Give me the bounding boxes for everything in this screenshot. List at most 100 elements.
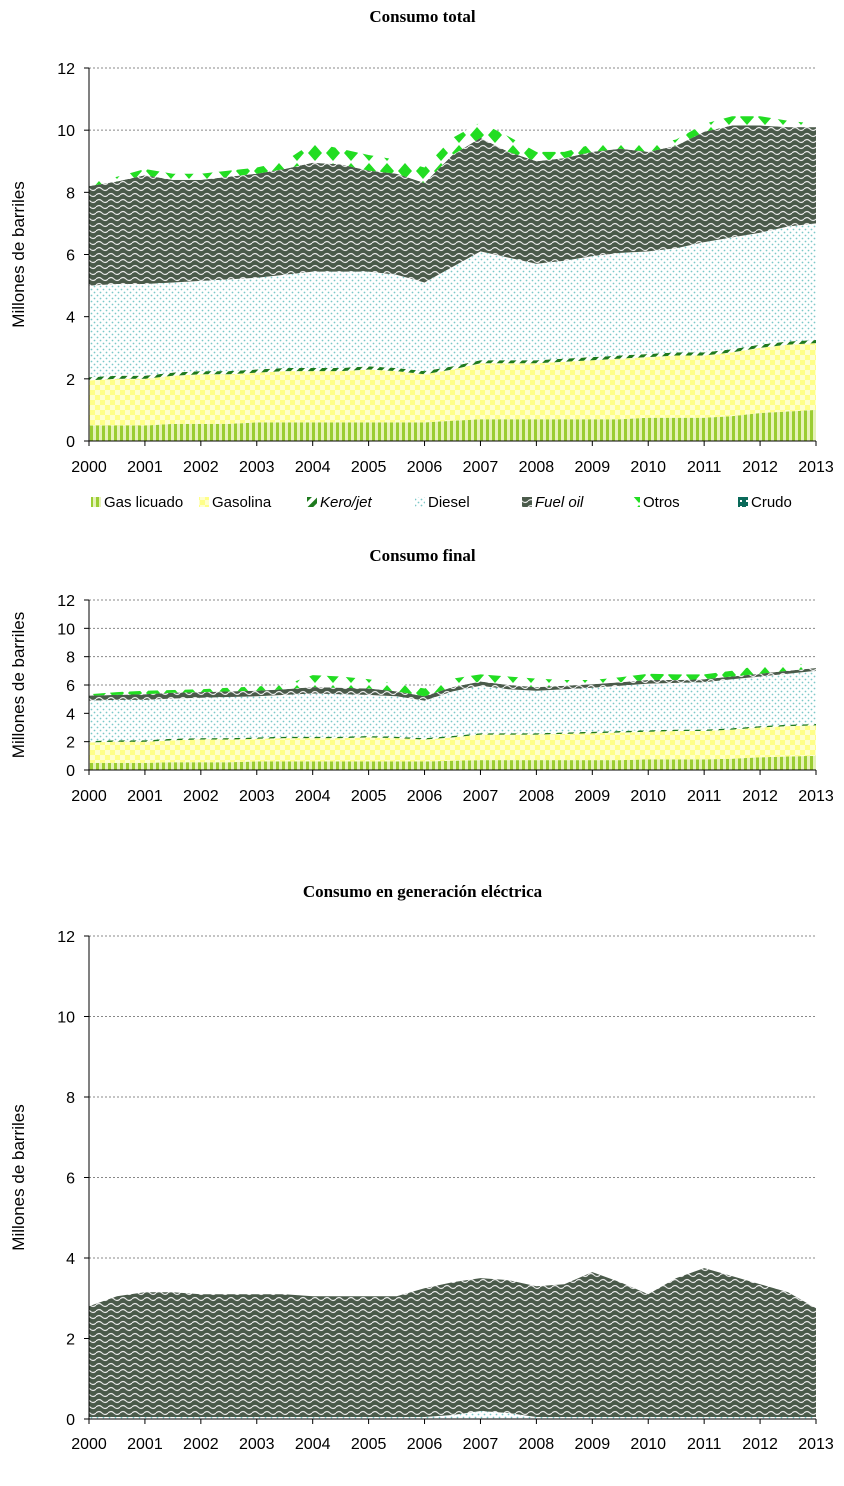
area-series-otros <box>89 116 816 187</box>
diagonal-swatch-icon <box>307 497 317 507</box>
x-tick-label: 2007 <box>463 788 499 805</box>
grid-swatch-icon <box>738 497 748 507</box>
x-tick-label: 2003 <box>239 788 275 805</box>
legend-label: Diesel <box>428 494 470 511</box>
dotted-swatch-icon <box>415 497 425 507</box>
x-tick-label: 2001 <box>127 788 163 805</box>
y-tick-label: 2 <box>66 735 75 752</box>
y-tick-label: 10 <box>57 621 75 638</box>
y-tick-label: 4 <box>66 310 75 327</box>
y-tick-label: 12 <box>57 61 75 78</box>
y-tick-label: 12 <box>57 929 75 946</box>
legend-label: Kero/jet <box>320 494 373 511</box>
y-tick-label: 10 <box>57 1010 75 1027</box>
y-tick-label: 6 <box>66 678 75 695</box>
x-tick-label: 2008 <box>519 459 555 476</box>
x-tick-label: 2004 <box>295 788 331 805</box>
x-tick-label: 2000 <box>71 788 107 805</box>
y-tick-label: 0 <box>66 763 75 780</box>
checker-swatch-icon <box>199 497 209 507</box>
x-tick-label: 2009 <box>575 1436 611 1453</box>
x-tick-label: 2002 <box>183 1436 219 1453</box>
x-tick-label: 2005 <box>351 459 387 476</box>
x-tick-label: 2011 <box>687 788 722 805</box>
x-tick-label: 2013 <box>798 459 834 476</box>
legend-label: Gas licuado <box>104 494 183 511</box>
legend-label: Gasolina <box>212 494 272 511</box>
x-tick-label: 2009 <box>575 788 611 805</box>
y-tick-label: 8 <box>66 185 75 202</box>
x-tick-label: 2006 <box>407 788 443 805</box>
x-tick-label: 2006 <box>407 1436 443 1453</box>
x-tick-label: 2004 <box>295 1436 331 1453</box>
y-tick-label: 12 <box>57 593 75 610</box>
x-tick-label: 2011 <box>687 459 722 476</box>
x-tick-label: 2008 <box>519 1436 555 1453</box>
chart-title: Consumo total <box>369 7 476 26</box>
y-tick-label: 8 <box>66 1090 75 1107</box>
y-tick-label: 4 <box>66 1251 75 1268</box>
y-tick-label: 10 <box>57 123 75 140</box>
y-tick-label: 2 <box>66 1332 75 1349</box>
area-series-fuel-oil <box>89 1268 816 1417</box>
x-tick-label: 2010 <box>630 1436 666 1453</box>
y-axis-label: Millones de barriles <box>9 181 28 327</box>
x-tick-label: 2010 <box>630 459 666 476</box>
wave-swatch-icon <box>522 497 532 507</box>
x-tick-label: 2013 <box>798 1436 834 1453</box>
area-series-kero-jet <box>89 340 816 381</box>
x-tick-label: 2013 <box>798 788 834 805</box>
diamond-swatch-icon <box>630 497 640 507</box>
x-tick-label: 2005 <box>351 788 387 805</box>
area-series-diesel <box>89 223 816 378</box>
x-tick-label: 2008 <box>519 788 555 805</box>
chart-3: Consumo en generación eléctrica 0 2 4 6 8 10 12… <box>9 882 834 1453</box>
x-tick-label: 2001 <box>127 1436 163 1453</box>
x-tick-label: 2002 <box>183 459 219 476</box>
legend-label: Otros <box>643 494 680 511</box>
area-series-gasolina <box>89 343 816 426</box>
chart-title: Consumo final <box>369 546 476 565</box>
x-tick-label: 2004 <box>295 459 331 476</box>
y-tick-label: 6 <box>66 248 75 265</box>
y-tick-label: 4 <box>66 706 75 723</box>
x-tick-label: 2001 <box>127 459 163 476</box>
area-series-kero-jet <box>89 724 816 743</box>
x-tick-label: 2012 <box>742 1436 778 1453</box>
x-tick-label: 2012 <box>742 788 778 805</box>
area-series-gasolina <box>89 725 816 763</box>
legend: Gas licuado Gasolina Kero/jet Diesel Fuel oi… <box>91 494 792 511</box>
x-tick-label: 2012 <box>742 459 778 476</box>
y-tick-label: 0 <box>66 434 75 451</box>
area-series-gas-licuado <box>89 409 816 441</box>
striped-swatch-icon <box>91 497 101 507</box>
x-tick-label: 2003 <box>239 1436 275 1453</box>
y-axis-label: Millones de barriles <box>9 612 28 758</box>
area-series-fuel-oil <box>89 668 816 701</box>
chart-1: Consumo total 0 2 4 6 8 10 12 2000 2001 2002 2003 20… <box>9 7 834 476</box>
x-tick-label: 2003 <box>239 459 275 476</box>
chart-2: Consumo final 0 2 4 6 8 10 12 2000 2001 2002 2003 20… <box>9 546 834 805</box>
area-series-diesel <box>89 670 816 741</box>
x-tick-label: 2009 <box>575 459 611 476</box>
y-tick-label: 2 <box>66 372 75 389</box>
y-tick-label: 0 <box>66 1412 75 1429</box>
x-tick-label: 2006 <box>407 459 443 476</box>
x-tick-label: 2000 <box>71 459 107 476</box>
legend-label: Fuel oil <box>535 494 584 511</box>
y-tick-label: 6 <box>66 1171 75 1188</box>
x-tick-label: 2007 <box>463 459 499 476</box>
x-tick-label: 2002 <box>183 788 219 805</box>
x-tick-label: 2011 <box>687 1436 722 1453</box>
x-tick-label: 2007 <box>463 1436 499 1453</box>
chart-title: Consumo en generación eléctrica <box>303 882 543 901</box>
area-series-gas-licuado <box>89 755 816 770</box>
y-axis-label: Millones de barriles <box>9 1104 28 1250</box>
x-tick-label: 2000 <box>71 1436 107 1453</box>
y-tick-label: 8 <box>66 650 75 667</box>
area-series-fuel-oil <box>89 125 816 286</box>
x-tick-label: 2005 <box>351 1436 387 1453</box>
x-tick-label: 2010 <box>630 788 666 805</box>
